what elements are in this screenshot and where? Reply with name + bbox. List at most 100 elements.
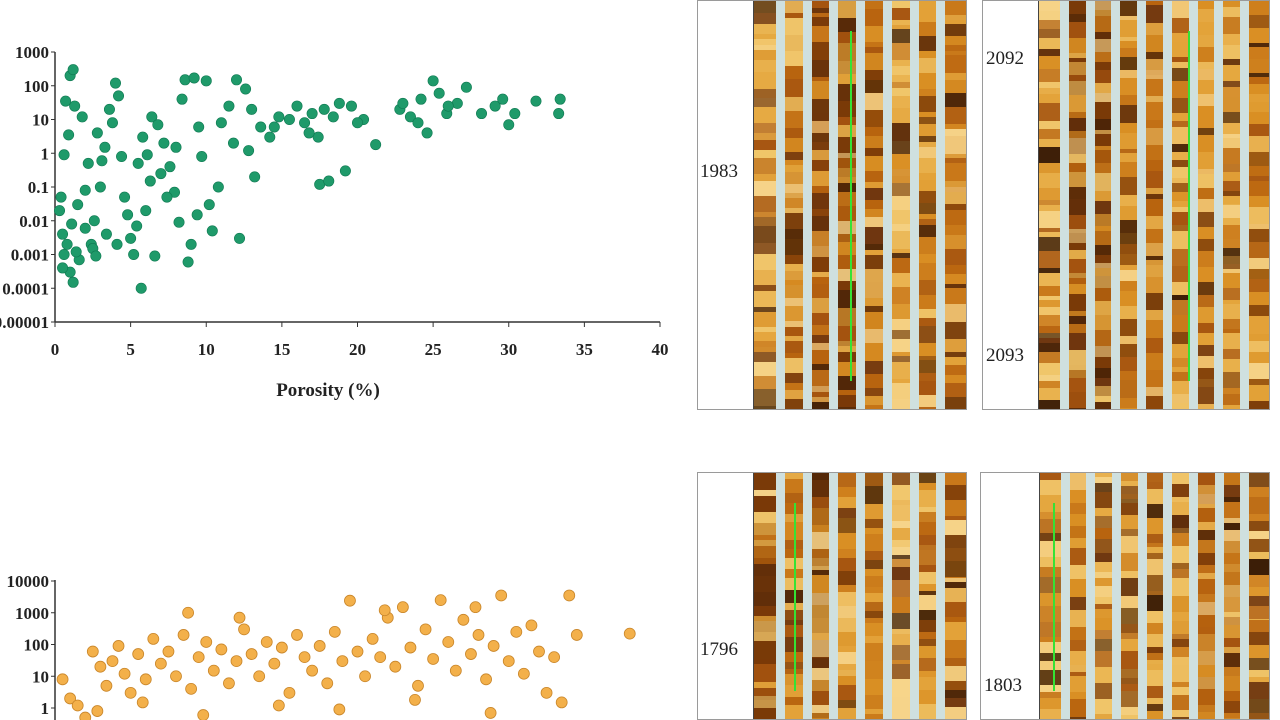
trace-line: [1188, 31, 1190, 381]
data-point: [206, 225, 218, 237]
data-point: [404, 111, 416, 123]
data-point: [389, 660, 402, 673]
y-tick-label: 100: [24, 636, 50, 655]
data-point: [161, 191, 173, 203]
data-point: [94, 660, 107, 673]
data-point: [215, 643, 228, 656]
data-point: [460, 81, 472, 93]
data-point: [283, 686, 296, 699]
data-point: [480, 673, 492, 686]
data-point: [57, 262, 69, 274]
data-point: [106, 117, 118, 129]
image-log-strip: [941, 473, 966, 719]
depth-label: 2093: [986, 345, 1024, 366]
data-point: [260, 636, 273, 648]
strip-gap: [936, 473, 946, 719]
data-point: [215, 117, 227, 129]
data-point: [374, 651, 387, 664]
data-point: [170, 141, 182, 153]
data-point: [268, 657, 281, 670]
data-point: [200, 75, 212, 87]
data-point: [533, 645, 545, 658]
data-point: [72, 199, 84, 211]
data-point: [272, 699, 285, 712]
strip-gap: [1111, 1, 1121, 409]
image-log-panel-2092: 2092 2093: [982, 0, 1270, 410]
data-point: [155, 168, 167, 180]
data-point: [125, 232, 137, 244]
data-point: [487, 640, 500, 652]
data-point: [344, 594, 356, 607]
trace-line: [1053, 503, 1055, 691]
data-point: [119, 191, 131, 203]
image-log-strip: [807, 1, 835, 409]
data-point: [64, 692, 77, 705]
data-point: [196, 151, 208, 163]
y-tick-label: 10: [32, 111, 49, 130]
data-point: [421, 127, 433, 139]
data-point: [96, 155, 108, 167]
image-log-panel-1796: 1796: [697, 472, 967, 720]
strip-gap: [1059, 1, 1069, 409]
data-point: [112, 640, 125, 652]
data-point: [540, 686, 553, 699]
strip-gap: [1137, 473, 1147, 719]
x-tick-label: 10: [198, 340, 215, 359]
y-tick-label: 0.001: [11, 246, 49, 265]
data-point: [69, 100, 81, 112]
data-point: [191, 209, 203, 221]
data-point: [306, 664, 319, 677]
image-log-strip: [1194, 473, 1220, 719]
data-point: [433, 87, 445, 99]
data-point: [449, 664, 462, 677]
data-point: [88, 215, 100, 227]
data-point: [182, 606, 195, 619]
data-point: [103, 103, 115, 115]
data-point: [176, 93, 188, 105]
porosity-scatter-chart: 1000 100 10 1 0.1 0.01 0.001 0.0001 0.00001 0 5 10…: [0, 43, 669, 401]
data-point: [99, 141, 111, 153]
data-point: [503, 119, 515, 131]
data-point: [370, 139, 382, 151]
data-point: [245, 648, 258, 660]
data-point: [131, 220, 143, 232]
data-point: [397, 97, 409, 109]
y-tick-label: 0.0001: [2, 279, 49, 298]
data-point: [234, 232, 246, 244]
depth-label: 1983: [700, 161, 738, 182]
data-point: [434, 594, 447, 607]
data-point: [110, 77, 122, 89]
data-point: [555, 696, 568, 709]
strip-gap: [802, 473, 812, 719]
data-point: [548, 651, 561, 664]
data-point: [146, 111, 158, 123]
image-log-panel-1803: 1803: [980, 472, 1270, 720]
strip-gap: [829, 473, 839, 719]
strip-gap: [1163, 473, 1173, 719]
data-point: [223, 677, 235, 690]
strip-gap: [829, 1, 839, 409]
data-point: [396, 601, 409, 614]
data-point: [442, 100, 454, 112]
strip-gap: [1162, 1, 1172, 409]
data-point: [351, 117, 363, 129]
data-point: [264, 131, 276, 143]
data-point: [495, 589, 508, 602]
data-point: [563, 589, 576, 602]
data-point: [111, 238, 123, 250]
data-point: [502, 655, 515, 668]
data-point: [158, 137, 170, 149]
x-tick-label: 40: [652, 340, 669, 359]
data-point: [249, 171, 261, 183]
data-point: [525, 619, 538, 632]
data-point: [230, 655, 243, 668]
y-tick-label: 100: [24, 77, 50, 96]
data-point: [472, 629, 485, 641]
image-log-strip: [1168, 473, 1194, 719]
image-log-panel-1983: 1983: [697, 0, 967, 410]
data-point: [312, 131, 324, 143]
strip-gap: [882, 473, 892, 719]
strip-gap: [1188, 1, 1198, 409]
image-log-strip: [1142, 1, 1168, 409]
data-point: [299, 117, 311, 129]
